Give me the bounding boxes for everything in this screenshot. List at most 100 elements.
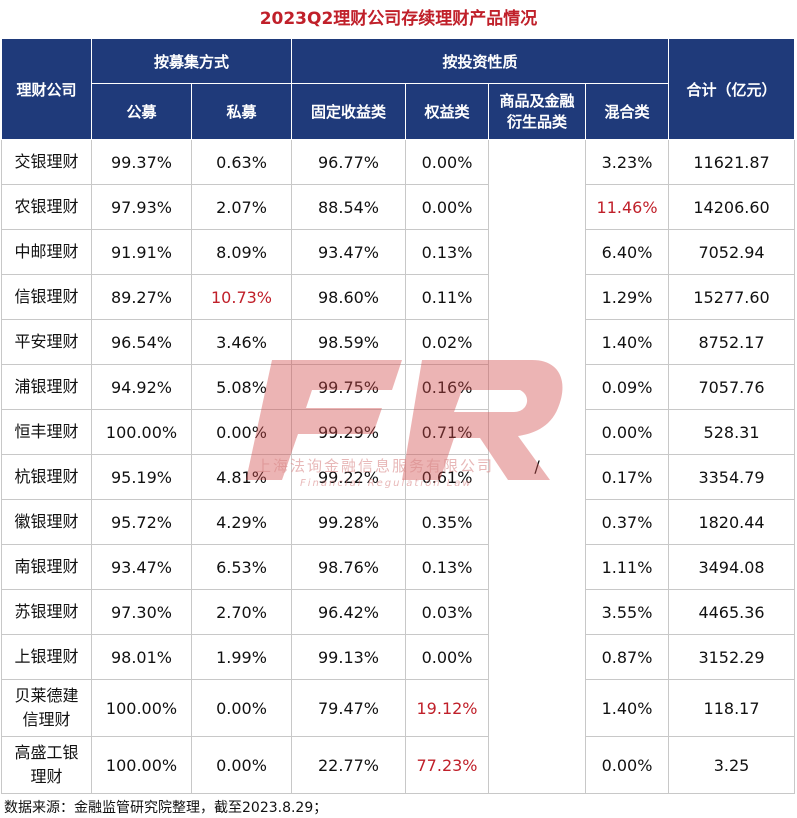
table-row: 恒丰理财 100.00% 0.00% 99.29% 0.71% 0.00% 528.31 xyxy=(1,409,796,455)
mixed-cell: 0.00% xyxy=(585,409,670,455)
mixed-cell: 0.87% xyxy=(585,634,670,680)
commodity-mark: / xyxy=(534,457,540,476)
company-name-cell: 上银理财 xyxy=(1,634,92,680)
mixed-cell: 1.11% xyxy=(585,544,670,590)
equity-cell: 0.16% xyxy=(405,364,490,410)
total-cell: 14206.60 xyxy=(668,184,796,230)
fixed-cell: 93.47% xyxy=(291,229,407,275)
table-row: 南银理财 93.47% 6.53% 98.76% 0.13% 1.11% 3494.08 xyxy=(1,544,796,590)
total-cell: 15277.60 xyxy=(668,274,796,320)
table-row: 浦银理财 94.92% 5.08% 99.75% 0.16% 0.09% 7057.76 xyxy=(1,364,796,410)
private-cell: 0.00% xyxy=(190,736,293,794)
public-cell: 93.47% xyxy=(91,544,192,590)
company-name-cell: 恒丰理财 xyxy=(1,409,92,455)
group-raise-method: 按募集方式 xyxy=(90,38,293,84)
col-public-header: 公募 xyxy=(91,83,192,140)
col-total-header: 合计（亿元） xyxy=(668,38,796,140)
total-cell: 7057.76 xyxy=(668,364,796,410)
public-cell: 98.01% xyxy=(91,634,192,680)
total-cell: 1820.44 xyxy=(668,499,796,545)
table-row: 农银理财 97.93% 2.07% 88.54% 0.00% 11.46% 14206.60 xyxy=(1,184,796,230)
company-name-cell: 苏银理财 xyxy=(1,589,92,635)
mixed-cell: 0.17% xyxy=(585,454,670,500)
commodity-cell-merged: / xyxy=(488,139,587,794)
private-cell: 4.29% xyxy=(190,499,293,545)
company-name-cell: 南银理财 xyxy=(1,544,92,590)
fixed-cell: 22.77% xyxy=(291,736,407,794)
fixed-cell: 79.47% xyxy=(291,679,407,737)
table-row: 高盛工银 理财 100.00% 0.00% 22.77% 77.23% 0.00% 3.25 xyxy=(1,736,796,794)
public-cell: 96.54% xyxy=(91,319,192,365)
equity-cell: 19.12% xyxy=(405,679,490,737)
col-mixed-header: 混合类 xyxy=(585,83,670,140)
private-cell: 0.63% xyxy=(190,139,293,185)
data-source-note: 数据来源：金融监管研究院整理，截至2023.8.29； xyxy=(4,800,328,816)
fixed-cell: 99.75% xyxy=(291,364,407,410)
private-cell: 2.07% xyxy=(190,184,293,230)
table-row: 信银理财 89.27% 10.73% 98.60% 0.11% 1.29% 15277.60 xyxy=(1,274,796,320)
commodity-header-line1: 商品及金融 xyxy=(499,91,575,110)
total-cell: 528.31 xyxy=(668,409,796,455)
total-cell: 7052.94 xyxy=(668,229,796,275)
fixed-cell: 98.76% xyxy=(291,544,407,590)
equity-cell: 0.61% xyxy=(405,454,490,500)
table-row: 平安理财 96.54% 3.46% 98.59% 0.02% 1.40% 8752.17 xyxy=(1,319,796,365)
fixed-cell: 98.60% xyxy=(291,274,407,320)
col-equity-header: 权益类 xyxy=(405,83,490,140)
watermark-company-cn: 上海法询金融信息服务有限公司 xyxy=(256,457,495,475)
public-cell: 91.91% xyxy=(91,229,192,275)
private-cell: 0.00% xyxy=(190,409,293,455)
private-cell: 6.53% xyxy=(190,544,293,590)
private-cell: 2.70% xyxy=(190,589,293,635)
fixed-cell: 88.54% xyxy=(291,184,407,230)
private-cell: 8.09% xyxy=(190,229,293,275)
company-name-cell: 农银理财 xyxy=(1,184,92,230)
table-row: 上银理财 98.01% 1.99% 99.13% 0.00% 0.87% 3152.29 xyxy=(1,634,796,680)
company-name-cell: 杭银理财 xyxy=(1,454,92,500)
fixed-cell: 99.28% xyxy=(291,499,407,545)
mixed-cell: 0.09% xyxy=(585,364,670,410)
company-name-cell: 中邮理财 xyxy=(1,229,92,275)
total-cell: 118.17 xyxy=(668,679,796,737)
col-commodity-header: 商品及金融 衍生品类 xyxy=(488,83,587,140)
private-cell: 10.73% xyxy=(190,274,293,320)
equity-cell: 0.35% xyxy=(405,499,490,545)
equity-cell: 0.00% xyxy=(405,634,490,680)
table-row: 交银理财 99.37% 0.63% 96.77% 0.00%/3.23% 11621.87 xyxy=(1,139,796,794)
table-row: 杭银理财 95.19% 4.81% 99.22% 0.61% 0.17% 3354.79 xyxy=(1,454,796,500)
public-cell: 94.92% xyxy=(91,364,192,410)
total-cell: 3152.29 xyxy=(668,634,796,680)
total-cell: 4465.36 xyxy=(668,589,796,635)
company-name-cell: 平安理财 xyxy=(1,319,92,365)
group-investment-type: 按投资性质 xyxy=(291,38,670,84)
public-cell: 95.72% xyxy=(91,499,192,545)
total-cell: 3.25 xyxy=(668,736,796,794)
equity-cell: 0.00% xyxy=(405,184,490,230)
private-cell: 3.46% xyxy=(190,319,293,365)
table-row: 中邮理财 91.91% 8.09% 93.47% 0.13% 6.40% 7052.94 xyxy=(1,229,796,275)
public-cell: 99.37% xyxy=(91,139,192,185)
col-private-header: 私募 xyxy=(190,83,293,140)
fixed-cell: 99.29% xyxy=(291,409,407,455)
equity-cell: 0.11% xyxy=(405,274,490,320)
company-name-line1: 贝莱德建 xyxy=(14,686,79,705)
mixed-cell: 3.55% xyxy=(585,589,670,635)
mixed-cell: 1.29% xyxy=(585,274,670,320)
table-row: 徽银理财 95.72% 4.29% 99.28% 0.35% 0.37% 1820.44 xyxy=(1,499,796,545)
equity-cell: 0.13% xyxy=(405,544,490,590)
public-cell: 97.30% xyxy=(91,589,192,635)
private-cell: 1.99% xyxy=(190,634,293,680)
mixed-cell: 3.23% xyxy=(585,139,670,185)
private-cell: 5.08% xyxy=(190,364,293,410)
public-cell: 89.27% xyxy=(91,274,192,320)
fixed-cell: 98.59% xyxy=(291,319,407,365)
col-fixed-header: 固定收益类 xyxy=(291,83,407,140)
total-cell: 11621.87 xyxy=(668,139,796,185)
equity-cell: 0.03% xyxy=(405,589,490,635)
company-name-cell: 信银理财 xyxy=(1,274,92,320)
fixed-cell: 99.22% xyxy=(291,454,407,500)
table-row: 苏银理财 97.30% 2.70% 96.42% 0.03% 3.55% 4465.36 xyxy=(1,589,796,635)
equity-cell: 77.23% xyxy=(405,736,490,794)
public-cell: 100.00% xyxy=(91,736,192,794)
col-company-header: 理财公司 xyxy=(1,38,92,140)
